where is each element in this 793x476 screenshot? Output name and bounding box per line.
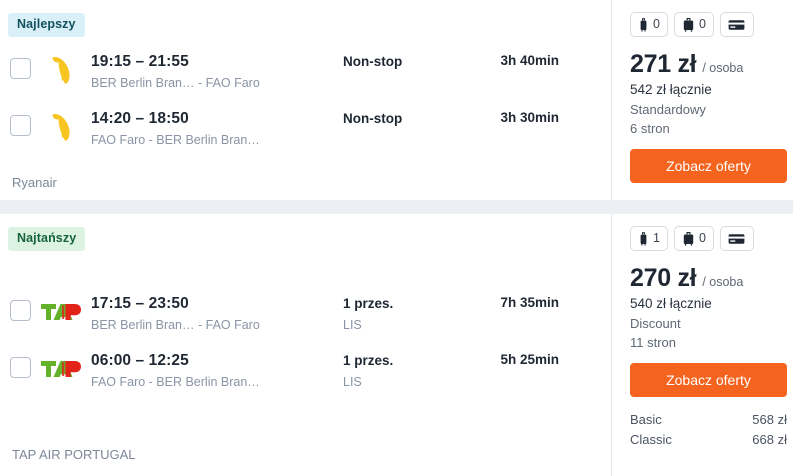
carry-on-bag-icon (683, 18, 694, 32)
price-per-person: 270 zł (630, 264, 697, 292)
fare-options-list: Basic 568 zł Classic 668 zł (630, 410, 787, 450)
view-offers-button[interactable]: Zobacz oferty (630, 363, 787, 397)
airline-name: Ryanair (12, 175, 57, 190)
leg-detail: 17:15 – 23:50 BER Berlin Bran… - FAO Far… (91, 294, 343, 334)
flight-result-card[interactable]: Najtańszy 17:15 – 23:50 BER (0, 214, 793, 476)
itinerary-section: Najlepszy (0, 0, 612, 200)
leg-detail: 06:00 – 12:25 FAO Faro - BER Berlin Bran… (91, 351, 343, 391)
baggage-allowance-row: 1 0 (630, 226, 787, 251)
leg-route: BER Berlin Bran… - FAO Faro (91, 76, 260, 90)
leg-duration: 3h 40min (500, 53, 559, 68)
leg-select-checkbox[interactable] (10, 58, 31, 79)
itinerary-section: Najtańszy 17:15 – 23:50 BER (0, 214, 612, 476)
leg-time: 17:15 – 23:50 (91, 295, 189, 312)
itinerary-leg-return: 06:00 – 12:25 FAO Faro - BER Berlin Bran… (0, 349, 611, 406)
leg-stops-airports: LIS (343, 318, 362, 332)
leg-select-checkbox[interactable] (10, 115, 31, 136)
fare-option-row[interactable]: Classic 668 zł (630, 430, 787, 450)
price-line: 271 zł / osoba (630, 50, 787, 78)
fare-option-row[interactable]: Basic 568 zł (630, 410, 787, 430)
carry-on-bag-pill[interactable]: 0 (673, 12, 714, 37)
price-total: 542 zł łącznie (630, 82, 712, 97)
leg-duration: 5h 25min (500, 352, 559, 367)
itinerary-legs: 19:15 – 21:55 BER Berlin Bran… - FAO Far… (0, 50, 611, 164)
payment-card-pill[interactable] (719, 226, 754, 251)
price-unit: / osoba (702, 275, 744, 289)
tap-air-portugal-logo (39, 353, 83, 385)
ryanair-harp-logo (39, 54, 83, 86)
provider-count: 11 stron (630, 335, 677, 350)
price-line: 270 zł / osoba (630, 264, 787, 292)
carry-on-bag-icon (683, 232, 694, 246)
price-unit: / osoba (702, 61, 744, 75)
fare-name: Standardowy (630, 102, 706, 117)
payment-card-pill[interactable] (719, 12, 754, 37)
status-badge: Najlepszy (8, 13, 85, 37)
itinerary-leg-return: 14:20 – 18:50 FAO Faro - BER Berlin Bran… (0, 107, 611, 164)
carry-on-bag-count: 0 (698, 17, 706, 32)
leg-select-checkbox[interactable] (10, 300, 31, 321)
tap-air-portugal-logo (39, 296, 83, 328)
itinerary-leg-outbound: 19:15 – 21:55 BER Berlin Bran… - FAO Far… (0, 50, 611, 107)
price-total: 540 zł łącznie (630, 296, 712, 311)
leg-route: FAO Faro - BER Berlin Bran… (91, 375, 260, 389)
leg-stops: Non-stop (343, 52, 453, 75)
baggage-allowance-row: 0 0 (630, 12, 787, 37)
credit-card-icon (729, 233, 745, 244)
leg-stops-count: 1 przes. (343, 296, 394, 311)
flight-result-card[interactable]: Najlepszy (0, 0, 793, 200)
leg-route: FAO Faro - BER Berlin Bran… (91, 133, 260, 147)
leg-detail: 14:20 – 18:50 FAO Faro - BER Berlin Bran… (91, 109, 343, 149)
leg-time: 06:00 – 12:25 (91, 352, 189, 369)
personal-item-icon (640, 232, 647, 246)
price-per-person: 271 zł (630, 50, 697, 78)
leg-time: 19:15 – 21:55 (91, 53, 189, 70)
fare-option-name: Basic (630, 412, 662, 427)
carry-on-bag-count: 0 (698, 231, 706, 246)
personal-item-pill[interactable]: 0 (630, 12, 668, 37)
fare-name: Discount (630, 316, 681, 331)
leg-stops-count: 1 przes. (343, 353, 394, 368)
status-badge: Najtańszy (8, 227, 86, 251)
fare-option-price: 568 zł (752, 412, 787, 427)
leg-stops-airports: LIS (343, 375, 362, 389)
leg-stops: 1 przes. LIS (343, 351, 453, 391)
provider-count: 6 stron (630, 121, 670, 136)
personal-item-icon (640, 18, 647, 32)
price-section: 0 0 (612, 0, 793, 200)
airline-name: TAP AIR PORTUGAL (12, 447, 136, 462)
leg-select-checkbox[interactable] (10, 357, 31, 378)
carry-on-bag-pill[interactable]: 0 (673, 226, 714, 251)
credit-card-icon (729, 19, 745, 30)
fare-option-price: 668 zł (752, 432, 787, 447)
view-offers-button[interactable]: Zobacz oferty (630, 149, 787, 183)
leg-stops: Non-stop (343, 109, 453, 132)
leg-detail: 19:15 – 21:55 BER Berlin Bran… - FAO Far… (91, 52, 343, 92)
ryanair-harp-logo (39, 111, 83, 143)
leg-stops-count: Non-stop (343, 54, 403, 69)
leg-duration: 7h 35min (500, 295, 559, 310)
personal-item-pill[interactable]: 1 (630, 226, 668, 251)
leg-stops-count: Non-stop (343, 111, 403, 126)
personal-item-count: 1 (653, 231, 660, 246)
leg-stops: 1 przes. LIS (343, 294, 453, 334)
leg-route: BER Berlin Bran… - FAO Faro (91, 318, 260, 332)
leg-time: 14:20 – 18:50 (91, 110, 189, 127)
fare-option-name: Classic (630, 432, 672, 447)
personal-item-count: 0 (653, 17, 660, 32)
price-section: 1 0 (612, 214, 793, 476)
itinerary-legs: 17:15 – 23:50 BER Berlin Bran… - FAO Far… (0, 292, 611, 406)
itinerary-leg-outbound: 17:15 – 23:50 BER Berlin Bran… - FAO Far… (0, 292, 611, 349)
leg-duration: 3h 30min (500, 110, 559, 125)
